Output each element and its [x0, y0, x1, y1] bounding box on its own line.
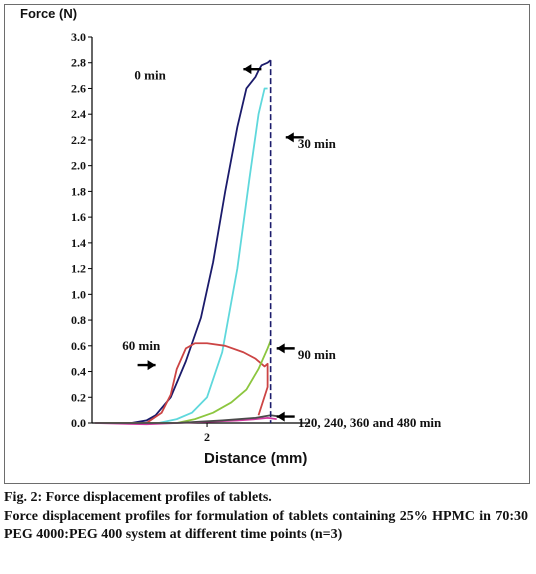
y-tick-label: 2.6 [71, 81, 86, 95]
annotation-label: 60 min [122, 338, 161, 353]
series-line-1 [95, 87, 268, 424]
caption-title: Fig. 2: Force displacement profiles of t… [4, 490, 272, 505]
annotation-arrow-head [147, 360, 156, 371]
annotation-arrow-head [285, 132, 294, 143]
y-tick-label: 0.8 [71, 313, 86, 327]
y-tick-label: 0.0 [71, 416, 86, 430]
y-tick-label: 1.2 [71, 262, 86, 276]
y-tick-label: 1.6 [71, 210, 86, 224]
annotation-arrow-head [243, 64, 252, 75]
x-axis-label: Distance (mm) [204, 450, 308, 467]
series-line-2 [95, 342, 269, 424]
y-tick-label: 0.2 [71, 390, 86, 404]
annotation-arrow-head [276, 343, 285, 354]
annotation-label: 30 min [298, 136, 337, 151]
y-tick-label: 2.4 [71, 107, 86, 121]
series-line-0 [95, 59, 272, 424]
y-tick-label: 1.0 [71, 287, 86, 301]
x-tick-label: 2 [204, 430, 210, 444]
caption-text: Force displacement profiles for formulat… [4, 509, 528, 542]
y-tick-label: 1.8 [71, 184, 86, 198]
series-line-5 [95, 414, 280, 424]
annotation-label: 120, 240, 360 and 480 min [298, 415, 442, 430]
y-tick-label: 3.0 [71, 30, 86, 44]
annotation-label: 0 min [134, 68, 166, 83]
y-tick-label: 0.4 [71, 365, 86, 379]
annotation-label: 90 min [298, 347, 337, 362]
y-tick-label: 2.8 [71, 56, 86, 70]
force-displacement-chart: 0.0 0.2 0.4 0.6 0.8 1.0 1.2 1.4 1.6 1.8 2.0 2.2 2.4 2… [71, 30, 442, 444]
y-tick-label: 1.4 [71, 236, 86, 250]
y-tick-label: 2.2 [71, 133, 86, 147]
y-tick-label: 2.0 [71, 159, 86, 173]
y-axis-label: Force (N) [20, 6, 78, 21]
series-line-3 [95, 340, 272, 424]
y-tick-label: 0.6 [71, 339, 86, 353]
annotation-arrow-head [276, 411, 285, 422]
figure-caption: Fig. 2: Force displacement profiles of t… [4, 490, 528, 544]
